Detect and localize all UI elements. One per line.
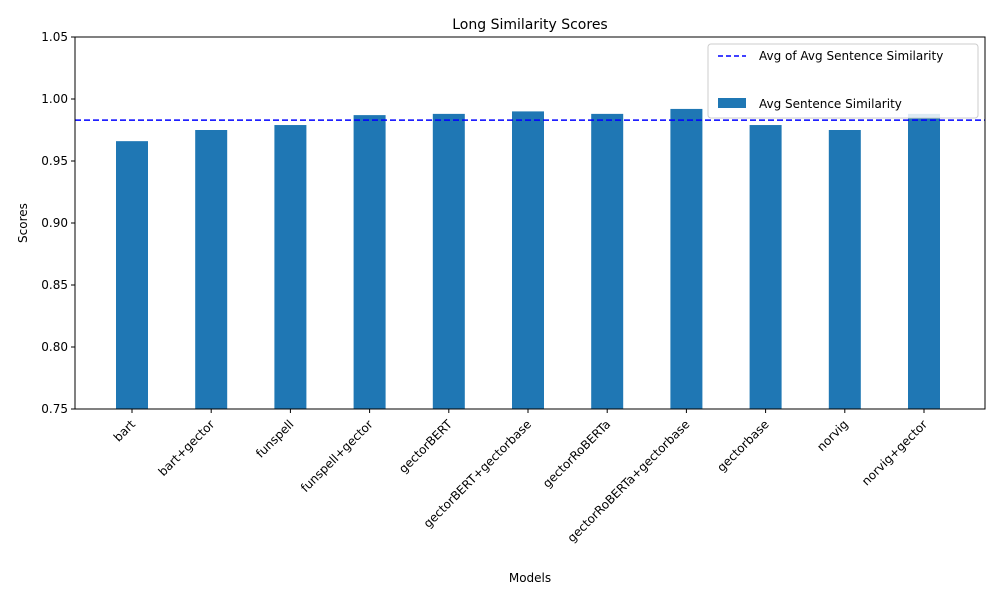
bar-norvig+gector bbox=[908, 113, 940, 409]
x-tick-label: funspell bbox=[253, 417, 296, 460]
y-axis-title: Scores bbox=[16, 203, 30, 243]
x-tick-label: norvig bbox=[814, 417, 851, 454]
x-tick-label: funspell+gector bbox=[298, 417, 376, 495]
bar-funspell bbox=[274, 125, 307, 409]
y-tick-label: 0.95 bbox=[41, 154, 68, 168]
x-tick-label: bart+gector bbox=[156, 417, 218, 479]
y-tick-label: 0.75 bbox=[41, 402, 68, 416]
x-axis-title: Models bbox=[509, 571, 551, 585]
legend-frame bbox=[707, 43, 979, 119]
x-tick-label: bart bbox=[111, 417, 139, 445]
y-tick-label: 0.85 bbox=[41, 278, 68, 292]
bar-bart+gector bbox=[195, 130, 228, 409]
bar-gectorRoBERTa bbox=[591, 113, 624, 409]
chart-title: Long Similarity Scores bbox=[452, 17, 607, 33]
bar-gectorRoBERTa+gectorbase bbox=[670, 108, 703, 410]
legend: Avg of Avg Sentence Similarity Avg Sente… bbox=[707, 43, 979, 119]
y-tick-label: 0.90 bbox=[41, 216, 68, 230]
bar-funspell+gector bbox=[353, 115, 386, 410]
bar-bart bbox=[116, 141, 148, 409]
x-tick-label: gectorRoBERTa bbox=[540, 417, 613, 490]
bars-group bbox=[116, 108, 940, 410]
bar-gectorBERT+gectorbase bbox=[512, 111, 544, 410]
x-tick-label: gectorBERT bbox=[396, 417, 455, 476]
x-axis: bart bart+gector funspell funspell+gector ge… bbox=[111, 409, 930, 545]
legend-bar-swatch bbox=[718, 98, 746, 108]
y-tick-label: 1.05 bbox=[41, 30, 68, 44]
bar-gectorBERT bbox=[432, 113, 465, 409]
bar-gectorbase bbox=[749, 125, 782, 409]
y-tick-label: 0.80 bbox=[41, 340, 68, 354]
legend-label-series: Avg Sentence Similarity bbox=[759, 97, 902, 111]
y-axis: 0.75 0.80 0.85 0.90 0.95 1.00 1.05 bbox=[41, 30, 75, 416]
y-tick-label: 1.00 bbox=[41, 92, 68, 106]
legend-label-reference: Avg of Avg Sentence Similarity bbox=[759, 49, 943, 63]
x-tick-label: gectorbase bbox=[714, 417, 771, 474]
x-tick-label: norvig+gector bbox=[859, 417, 930, 488]
bar-norvig bbox=[828, 130, 861, 409]
